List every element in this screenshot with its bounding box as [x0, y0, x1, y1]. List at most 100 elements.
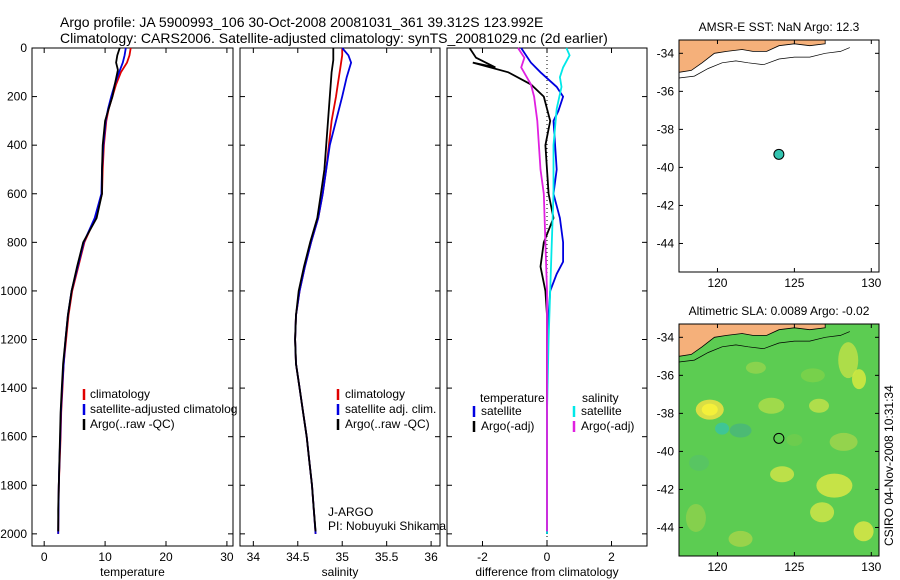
salinity-series-line-2: [294, 48, 335, 532]
sla_map-sla-blob: [838, 342, 859, 379]
sst_map-xtick-label: 125: [784, 276, 804, 290]
salinity-xtick-label: 34.5: [286, 550, 310, 564]
sla_map-sla-blob: [715, 422, 730, 435]
sla_map-axes-frame: [678, 323, 880, 557]
sla_map-ytick-label: -34: [657, 330, 675, 344]
sst_map-ytick-label: -44: [657, 236, 675, 250]
temperature-ytick-label: 1800: [0, 478, 27, 492]
sla_map-xtick-label: 125: [784, 560, 804, 574]
temperature-xtick-label: 20: [159, 550, 173, 564]
temperature-xtick-label: 30: [220, 550, 234, 564]
sla_map-sla-blob: [729, 423, 752, 438]
salinity-axes-frame: [239, 47, 441, 547]
sla_map-sla-blob: [745, 361, 766, 374]
figure-credit: CSIRO 04-Nov-2008 10:31:34: [882, 385, 896, 546]
sla_map-sla-blob: [758, 397, 785, 414]
sst_map-ytick-label: -40: [657, 160, 675, 174]
sla_map-sla-blob: [728, 530, 753, 547]
sla_map-profile-marker: [773, 432, 785, 444]
temperature-ytick-label: 400: [7, 138, 27, 152]
salinity-annotation: PI: Nobuyuki Shikama: [328, 519, 446, 533]
sst_map-ytick-label: -36: [657, 84, 675, 98]
sla_map-coastline-land: [679, 324, 826, 357]
temperature-axes-frame: [31, 47, 234, 547]
temperature-legend-label: climatology: [90, 387, 150, 401]
difference-legend-label: satellite: [581, 404, 622, 418]
temperature-xlabel: temperature: [100, 565, 165, 579]
difference-legend-header: temperature: [480, 391, 545, 405]
sla_map-ytick-label: -44: [657, 520, 675, 534]
sst_map-ytick-label: -42: [657, 198, 675, 212]
sla_map-sla-blob: [689, 454, 709, 471]
sla_map-map-area: [679, 324, 879, 556]
sla_map-sla-blob: [800, 368, 825, 383]
sst_map-xtick-label: 120: [707, 276, 727, 290]
sst_map-shelf-contour: [679, 47, 850, 79]
difference-legend-label: Argo(-adj): [481, 419, 534, 433]
salinity-xtick-label: 35.5: [375, 550, 399, 564]
temperature-ytick-label: 200: [7, 90, 27, 104]
temperature-ytick-label: 800: [7, 235, 27, 249]
sst_map-axes-frame: [678, 39, 880, 273]
sst_map-title: AMSR-E SST: NaN Argo: 12.3: [699, 20, 860, 34]
temperature-ytick-label: 1000: [0, 284, 27, 298]
panel-sst_map: 120 125 130 -34 -36 -38 -40 -42 -44 AMSR-E SST: N…: [657, 20, 882, 290]
temperature-ytick-label: 1200: [0, 333, 27, 347]
sla_map-xtick-label: 130: [861, 560, 881, 574]
temperature-ytick-label: 1600: [0, 430, 27, 444]
sst_map-ytick-label: -34: [657, 46, 675, 60]
sla_map-sla-blob: [852, 369, 866, 390]
sla_map-sla-blob: [701, 403, 718, 416]
sst_map-profile-marker: [773, 148, 785, 160]
sla_map-sla-blob: [810, 502, 835, 523]
sst_map-ytick-label: -38: [657, 122, 675, 136]
difference-xtick-label: -2: [477, 550, 488, 564]
sla_map-shelf-contour: [679, 331, 850, 363]
temperature-ytick-label: 0: [20, 41, 27, 55]
sla_map-xtick-label: 120: [707, 560, 727, 574]
sla_map-title: Altimetric SLA: 0.0089 Argo: -0.02: [689, 304, 870, 318]
temperature-ytick-label: 600: [7, 187, 27, 201]
temperature-legend-label: satellite-adjusted climatolog: [90, 402, 237, 416]
temperature-legend-label: Argo(..raw -QC): [90, 417, 175, 431]
sla_map-sla-blob: [809, 398, 829, 413]
difference-series-line-3: [517, 47, 548, 532]
sla_map-sla-blob: [685, 503, 706, 532]
salinity-annotation: J-ARGO: [328, 505, 373, 519]
difference-xlabel: difference from climatology: [475, 565, 618, 579]
temperature-xtick-label: 10: [98, 550, 112, 564]
sla_map-sla-blob: [770, 466, 795, 483]
salinity-xlabel: salinity: [322, 565, 359, 579]
sla_map-ytick-label: -36: [657, 368, 675, 382]
difference-legend-label: satellite: [481, 404, 522, 418]
salinity-xtick-label: 36: [424, 550, 438, 564]
difference-legend-header: salinity: [582, 391, 619, 405]
difference-legend-label: Argo(-adj): [581, 419, 634, 433]
salinity-xtick-label: 34: [247, 550, 261, 564]
sla_map-sla-blob: [829, 432, 858, 451]
sla_map-sla-blob: [816, 473, 853, 498]
sla_map-ytick-label: -42: [657, 482, 675, 496]
sst_map-xtick-label: 130: [861, 276, 881, 290]
panel-temperature: 0 10 20 30 0 200 400 600 800 1000 1200 1400 1600 1800…: [0, 41, 237, 579]
difference-xtick-label: 0: [544, 550, 551, 564]
temperature-series-line-2: [57, 47, 121, 532]
temperature-xtick-label: 0: [41, 550, 48, 564]
sla_map-ytick-label: -38: [657, 406, 675, 420]
salinity-legend-label: climatology: [345, 387, 405, 401]
sla_map-sla-blob: [853, 521, 874, 542]
difference-xtick-label: 2: [608, 550, 615, 564]
temperature-ytick-label: 2000: [0, 527, 27, 541]
salinity-legend-label: satellite adj. clim.: [345, 402, 436, 416]
temperature-ytick-label: 1400: [0, 381, 27, 395]
sla_map-ytick-label: -40: [657, 444, 675, 458]
figure-title-line2: Climatology: CARS2006. Satellite-adjuste…: [60, 30, 608, 46]
figure-title-line1: Argo profile: JA 5900993_106 30-Oct-2008…: [60, 14, 544, 30]
sst_map-coastline-land: [679, 40, 826, 73]
panel-salinity: 34 34.5 35 35.5 36 salinity climatologysatelli…: [239, 47, 446, 579]
sla_map-sla-blob: [786, 434, 803, 446]
sst_map-map-area: [679, 40, 879, 272]
panel-sla_map: 120 125 130 -34 -36 -38 -40 -42 -44 Altimetric SL…: [657, 304, 882, 574]
